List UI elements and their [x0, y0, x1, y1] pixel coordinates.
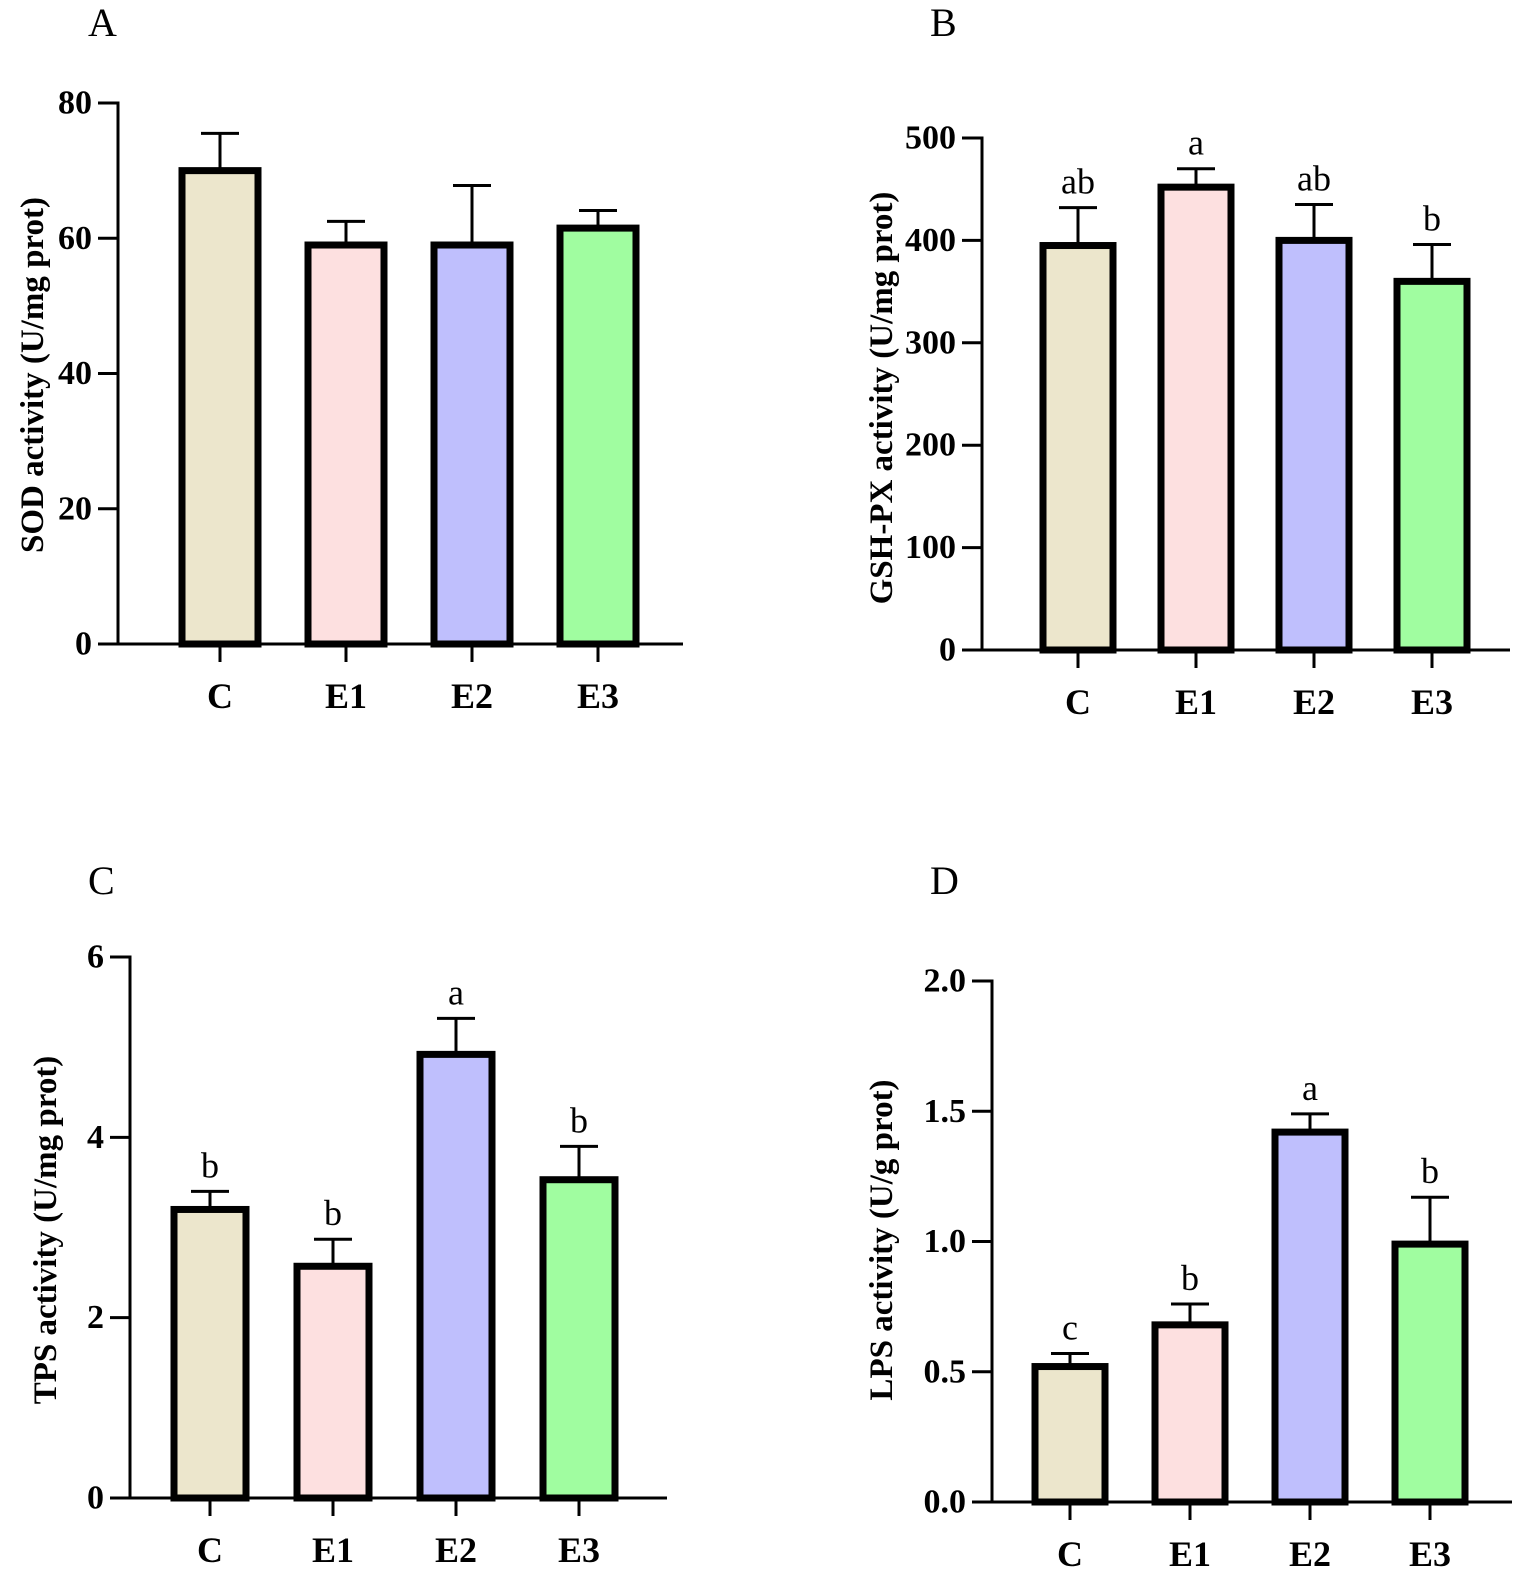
- bar-e1: [304, 241, 388, 648]
- bar-e2: [416, 1050, 496, 1502]
- y-tick-label: 0: [75, 626, 92, 663]
- bar-e3: [539, 1176, 619, 1502]
- y-tick-label: 80: [58, 85, 92, 122]
- y-axis-title: GSH-PX activity (U/mg prot): [864, 192, 900, 605]
- x-tick-label: E2: [1293, 682, 1335, 722]
- x-tick-label: E2: [451, 676, 493, 716]
- significance-label: b: [201, 1145, 219, 1185]
- y-axis-title: SOD activity (U/mg prot): [15, 197, 51, 553]
- y-tick-label: 20: [58, 490, 92, 527]
- significance-label: b: [1181, 1258, 1199, 1298]
- x-tick-label: C: [197, 1530, 223, 1570]
- y-tick-label: 200: [905, 427, 956, 464]
- chart-panel-c: C TPS activity (U/mg prot) b Cb E1 a E2 b E3 0 2 4 6: [28, 858, 667, 1570]
- significance-label: ab: [1297, 159, 1331, 199]
- significance-label: a: [1188, 123, 1204, 163]
- significance-label: b: [324, 1193, 342, 1233]
- y-tick-label: 300: [905, 324, 956, 361]
- significance-label: a: [1302, 1068, 1318, 1108]
- significance-label: b: [570, 1100, 588, 1140]
- bar-e2: [430, 241, 514, 648]
- bar-e1: [1151, 1321, 1229, 1506]
- y-tick-label: 40: [58, 355, 92, 392]
- y-tick-label: 1.5: [924, 1093, 967, 1130]
- x-tick-label: E1: [312, 1530, 354, 1570]
- y-tick-label: 100: [905, 529, 956, 566]
- bar-c: [170, 1205, 250, 1502]
- x-tick-label: E3: [1411, 682, 1453, 722]
- significance-label: c: [1062, 1308, 1078, 1348]
- y-tick-label: 0.0: [924, 1484, 967, 1521]
- y-tick-label: 4: [87, 1119, 104, 1156]
- y-axis-title: TPS activity (U/mg prot): [28, 1056, 64, 1405]
- y-tick-label: 0: [87, 1480, 104, 1517]
- x-tick-label: E3: [558, 1530, 600, 1570]
- bar-e3: [1391, 1240, 1469, 1506]
- bar-e1: [1157, 183, 1235, 654]
- bar-c: [178, 167, 262, 648]
- panel-letter: D: [930, 858, 959, 903]
- significance-label: b: [1423, 198, 1441, 238]
- chart-panel-d: D LPS activity (U/g prot) c Cb E1 a E2 b E3 0.0 0.…: [864, 858, 1512, 1574]
- x-tick-label: E1: [325, 676, 367, 716]
- bar-e1: [293, 1262, 373, 1502]
- x-tick-label: E1: [1175, 682, 1217, 722]
- x-tick-label: E2: [435, 1530, 477, 1570]
- panel-letter: C: [88, 858, 115, 903]
- x-tick-label: E3: [577, 676, 619, 716]
- y-tick-label: 2.0: [924, 963, 967, 1000]
- x-tick-label: C: [1057, 1534, 1083, 1574]
- x-tick-label: C: [1065, 682, 1091, 722]
- bar-c: [1031, 1363, 1109, 1506]
- chart-panel-a: A SOD activity (U/mg prot) C E1 E2 E3 0 20 40 60 8…: [15, 0, 683, 716]
- y-tick-label: 500: [905, 120, 956, 157]
- significance-label: ab: [1061, 162, 1095, 202]
- y-axis-title: LPS activity (U/g prot): [864, 1079, 900, 1400]
- significance-label: a: [448, 972, 464, 1012]
- chart-panel-b: B GSH-PX activity (U/mg prot) ab Ca E1 ab E2 b E…: [864, 0, 1510, 722]
- panel-letter: B: [930, 0, 957, 45]
- bar-e3: [1393, 277, 1471, 654]
- bar-e2: [1271, 1128, 1349, 1506]
- x-tick-label: E3: [1409, 1534, 1451, 1574]
- y-tick-label: 0: [939, 632, 956, 669]
- y-tick-label: 60: [58, 220, 92, 257]
- significance-label: b: [1421, 1151, 1439, 1191]
- bar-c: [1039, 242, 1117, 654]
- bar-e3: [556, 224, 640, 648]
- x-tick-label: C: [207, 676, 233, 716]
- y-tick-label: 400: [905, 222, 956, 259]
- x-tick-label: E1: [1169, 1534, 1211, 1574]
- x-tick-label: E2: [1289, 1534, 1331, 1574]
- bar-e2: [1275, 236, 1353, 654]
- panel-letter: A: [88, 0, 117, 45]
- y-tick-label: 2: [87, 1299, 104, 1336]
- y-tick-label: 0.5: [924, 1353, 967, 1390]
- y-tick-label: 1.0: [924, 1223, 967, 1260]
- y-tick-label: 6: [87, 939, 104, 976]
